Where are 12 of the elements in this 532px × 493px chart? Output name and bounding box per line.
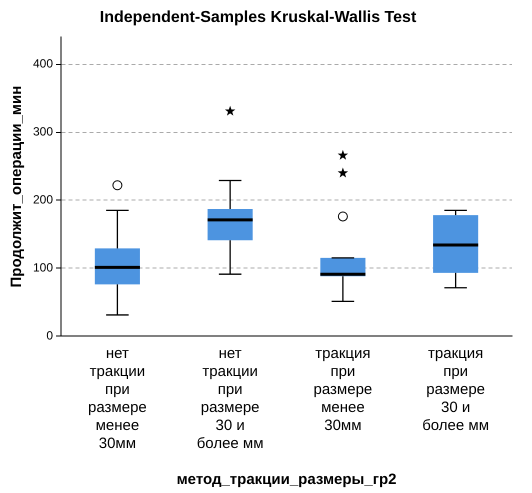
y-tick-label: 300 — [32, 124, 54, 139]
y-tick-label: 400 — [32, 56, 54, 71]
y-tick-label: 100 — [32, 260, 54, 274]
x-axis-title: метод_тракции_размеры_гр2 — [176, 471, 396, 488]
y-tick-label: 0 — [46, 328, 54, 342]
x-tick-label: нет тракции при размере 30 и более мм — [196, 345, 264, 452]
chart-title: Independent-Samples Kruskal-Wallis Test — [100, 9, 417, 26]
y-tick-label: 200 — [32, 192, 54, 206]
x-tick-label: тракция при размере 30 и более мм — [422, 345, 490, 434]
x-tick-label: тракция при размере менее 30мм — [314, 345, 372, 434]
y-axis-title: Продолжит_операции_мин — [8, 86, 26, 288]
x-tick-label: нет тракции при размере менее 30мм — [88, 345, 147, 452]
